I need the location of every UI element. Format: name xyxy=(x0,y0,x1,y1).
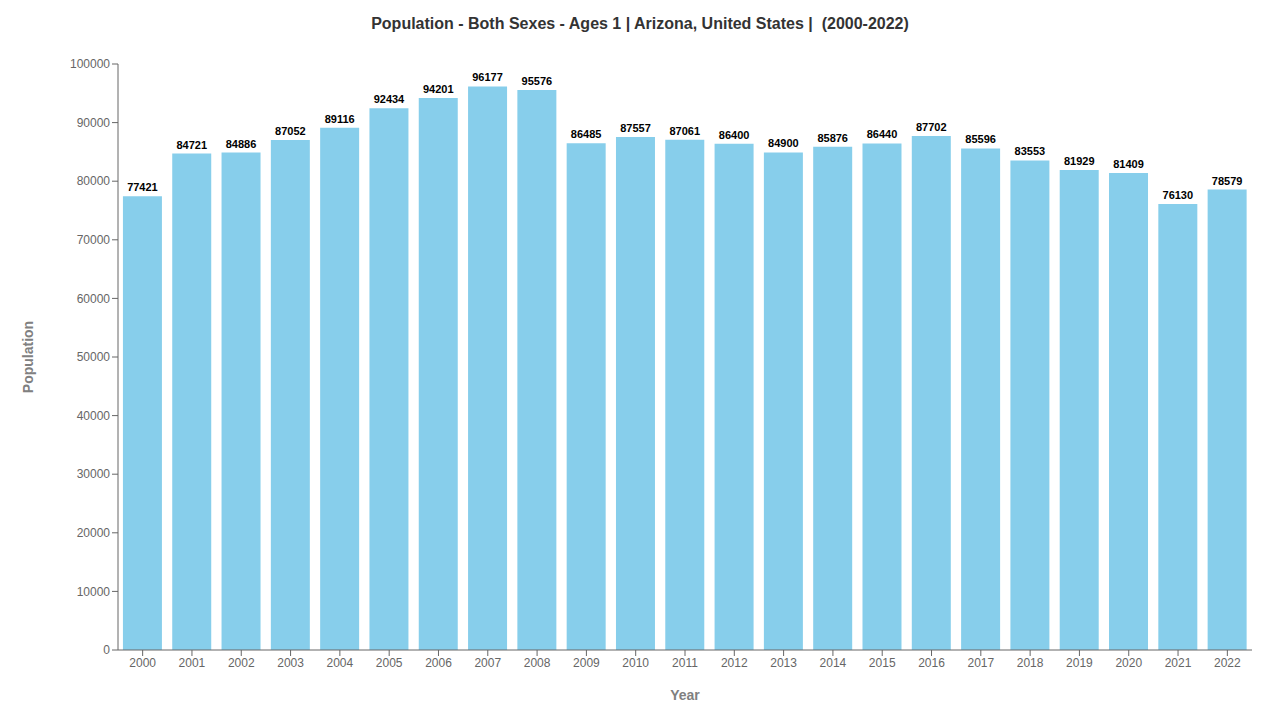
svg-text:86400: 86400 xyxy=(719,129,750,141)
svg-text:86485: 86485 xyxy=(571,128,602,140)
svg-text:77421: 77421 xyxy=(127,181,158,193)
svg-text:40000: 40000 xyxy=(77,409,111,423)
svg-text:90000: 90000 xyxy=(77,116,111,130)
svg-text:87052: 87052 xyxy=(275,125,306,137)
svg-text:2012: 2012 xyxy=(721,656,748,670)
svg-text:83553: 83553 xyxy=(1015,145,1046,157)
svg-text:94201: 94201 xyxy=(423,83,454,95)
svg-text:2009: 2009 xyxy=(573,656,600,670)
svg-text:2003: 2003 xyxy=(277,656,304,670)
svg-text:60000: 60000 xyxy=(77,292,111,306)
svg-text:10000: 10000 xyxy=(77,585,111,599)
svg-text:2015: 2015 xyxy=(869,656,896,670)
svg-text:2001: 2001 xyxy=(179,656,206,670)
svg-text:50000: 50000 xyxy=(77,350,111,364)
svg-text:2017: 2017 xyxy=(967,656,994,670)
svg-text:85596: 85596 xyxy=(965,133,996,145)
svg-text:87061: 87061 xyxy=(669,125,700,137)
svg-text:2018: 2018 xyxy=(1017,656,1044,670)
svg-text:81929: 81929 xyxy=(1064,155,1095,167)
svg-text:2010: 2010 xyxy=(622,656,649,670)
svg-text:2006: 2006 xyxy=(425,656,452,670)
svg-text:96177: 96177 xyxy=(472,71,503,83)
svg-text:2021: 2021 xyxy=(1165,656,1192,670)
svg-text:Population: Population xyxy=(20,321,36,393)
svg-text:84721: 84721 xyxy=(176,139,207,151)
svg-text:2016: 2016 xyxy=(918,656,945,670)
svg-text:0: 0 xyxy=(103,643,110,657)
svg-text:86440: 86440 xyxy=(867,128,898,140)
svg-text:2004: 2004 xyxy=(327,656,354,670)
svg-text:2000: 2000 xyxy=(129,656,156,670)
svg-text:2019: 2019 xyxy=(1066,656,1093,670)
svg-text:70000: 70000 xyxy=(77,233,111,247)
svg-text:2013: 2013 xyxy=(770,656,797,670)
svg-text:2014: 2014 xyxy=(820,656,847,670)
svg-text:78579: 78579 xyxy=(1212,175,1243,187)
svg-text:84886: 84886 xyxy=(226,138,257,150)
svg-text:80000: 80000 xyxy=(77,174,111,188)
svg-text:85876: 85876 xyxy=(817,132,848,144)
svg-text:2020: 2020 xyxy=(1115,656,1142,670)
html-text:Population - Both Sexes - Ages: Population - Both Sexes - Ages 1 | Arizo… xyxy=(371,15,909,32)
svg-text:2002: 2002 xyxy=(228,656,255,670)
svg-text:2005: 2005 xyxy=(376,656,403,670)
svg-text:84900: 84900 xyxy=(768,137,799,149)
svg-text:2022: 2022 xyxy=(1214,656,1241,670)
svg-text:2007: 2007 xyxy=(474,656,501,670)
svg-text:Year: Year xyxy=(670,687,700,703)
svg-text:87702: 87702 xyxy=(916,121,947,133)
svg-text:20000: 20000 xyxy=(77,526,111,540)
svg-text:95576: 95576 xyxy=(522,75,553,87)
svg-text:100000: 100000 xyxy=(70,57,110,71)
svg-text:76130: 76130 xyxy=(1163,189,1194,201)
svg-text:2008: 2008 xyxy=(524,656,551,670)
svg-text:89116: 89116 xyxy=(325,113,355,125)
svg-text:2011: 2011 xyxy=(672,656,698,670)
svg-text:87557: 87557 xyxy=(620,122,651,134)
svg-text:92434: 92434 xyxy=(374,93,405,105)
svg-text:30000: 30000 xyxy=(77,467,111,481)
svg-text:81409: 81409 xyxy=(1113,158,1144,170)
